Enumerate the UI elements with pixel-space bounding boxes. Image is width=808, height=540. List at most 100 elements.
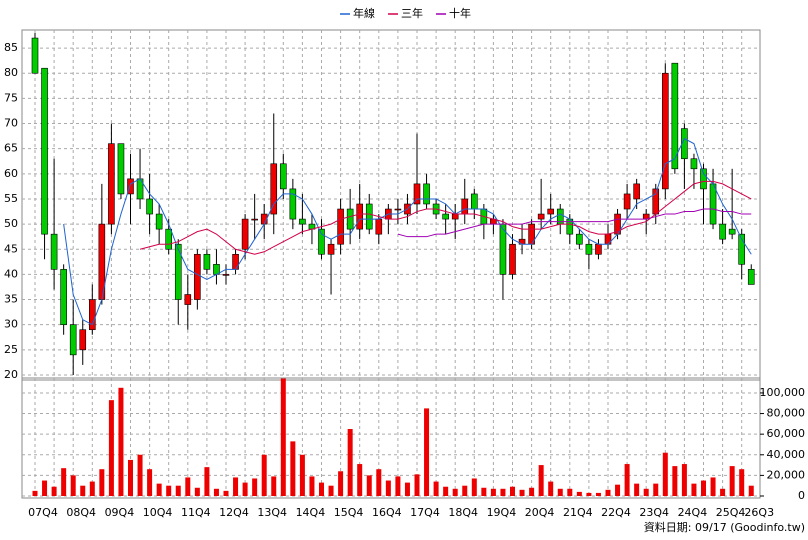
volume-bar — [271, 476, 277, 496]
y-tick-label: 65 — [4, 142, 18, 155]
candle-body — [537, 213, 545, 220]
y2-tick-label: 60,000 — [767, 427, 806, 440]
volume-bar — [739, 469, 745, 496]
volume-bar — [242, 482, 248, 496]
volume-bar — [510, 486, 515, 496]
candle-body — [241, 218, 249, 250]
volume-bar — [634, 483, 640, 496]
volume-bar — [404, 482, 410, 496]
volume-bar — [156, 483, 162, 496]
y-tick-label: 30 — [4, 318, 18, 331]
volume-bar — [729, 466, 735, 496]
volume-bar — [462, 485, 468, 496]
volume-bar — [147, 469, 153, 496]
volume-bar — [424, 408, 430, 496]
y-tick-label: 25 — [4, 343, 18, 356]
y-tick-label: 75 — [4, 91, 18, 104]
x-tick-label: 14Q4 — [296, 506, 326, 519]
candle-body — [289, 188, 297, 220]
price-frame — [21, 29, 761, 381]
volume-bar — [309, 476, 315, 496]
candle-body — [299, 218, 306, 225]
volume-bar — [710, 477, 716, 496]
volume-bar — [366, 475, 372, 496]
x-tick-label: 07Q4 — [28, 506, 58, 519]
candle-body — [585, 243, 593, 255]
volume-bar — [519, 489, 525, 496]
x-tick-label: 19Q4 — [487, 506, 517, 519]
ma-line — [397, 208, 752, 238]
x-tick-label: 25Q4 — [716, 506, 746, 519]
volume-bar — [328, 485, 334, 496]
volume-bar — [261, 454, 267, 496]
volume-bar — [299, 454, 305, 496]
volume-bar — [471, 478, 477, 496]
y2-tick-label: 0 — [798, 489, 805, 502]
candle-body — [41, 67, 48, 235]
volume-bar — [319, 482, 324, 496]
y-tick-label: 40 — [4, 267, 18, 280]
candle-body — [232, 253, 239, 270]
candle-body — [747, 269, 755, 285]
y-tick-label: 85 — [4, 41, 18, 54]
volume-bar — [166, 485, 172, 496]
candle-body — [108, 143, 115, 225]
volume-bar — [89, 481, 95, 496]
x-tick-label: 13Q4 — [257, 506, 287, 519]
volume-bar — [586, 492, 592, 496]
ma-line — [139, 180, 752, 255]
legend-label: 年線 — [353, 6, 375, 20]
volume-bar — [108, 400, 114, 496]
volume-bar — [681, 464, 687, 496]
candle-body — [709, 183, 717, 225]
volume-bar — [643, 488, 649, 496]
candle-body — [728, 228, 736, 235]
volume-bar — [701, 480, 706, 496]
x-tick-label: 21Q4 — [563, 506, 593, 519]
candle-body — [79, 329, 87, 351]
candle-body — [547, 208, 555, 215]
candle-body — [461, 198, 469, 215]
candle-body — [31, 37, 39, 74]
volume-bar — [204, 467, 210, 496]
volume-bar — [653, 483, 659, 496]
legend-label: 三年 — [401, 6, 423, 20]
volume-bar — [748, 485, 754, 496]
volume-bar — [691, 483, 697, 496]
volume-bar — [529, 487, 535, 496]
x-tick-label: 22Q4 — [601, 506, 631, 519]
y-tick-label: 70 — [4, 117, 18, 130]
candle-body — [279, 163, 287, 190]
candle-body — [451, 213, 459, 220]
volume-bar — [481, 487, 487, 496]
volume-bar — [615, 484, 621, 496]
y-tick-label: 80 — [4, 66, 18, 79]
candle-body — [60, 269, 67, 325]
volume-bar — [443, 486, 449, 496]
candle-body — [203, 253, 211, 270]
volume-bar — [720, 488, 726, 496]
candle-body — [375, 218, 383, 235]
volume-bar — [290, 441, 296, 496]
volume-bar — [385, 480, 391, 496]
y2-tick-label: 20,000 — [767, 468, 806, 481]
y-tick-label: 55 — [4, 192, 18, 205]
candle-body — [623, 193, 631, 210]
volume-bar — [500, 488, 506, 496]
footer: 資料日期: 09/17 (Goodinfo.tw) — [644, 520, 805, 534]
candle-body — [155, 213, 163, 230]
volume-bar — [557, 488, 563, 496]
volume-bar — [576, 491, 582, 496]
y2-tick-label: 80,000 — [767, 407, 806, 420]
candle-body — [365, 203, 373, 230]
volume-bar — [605, 489, 611, 496]
y2-tick-label: 40,000 — [767, 448, 806, 461]
volume-bar — [32, 490, 38, 496]
candle-body — [442, 213, 449, 220]
x-tick-label: 17Q4 — [410, 506, 440, 519]
candle-body — [423, 183, 430, 205]
x-tick-label: 10Q4 — [143, 506, 173, 519]
x-tick-label: 12Q4 — [219, 506, 249, 519]
